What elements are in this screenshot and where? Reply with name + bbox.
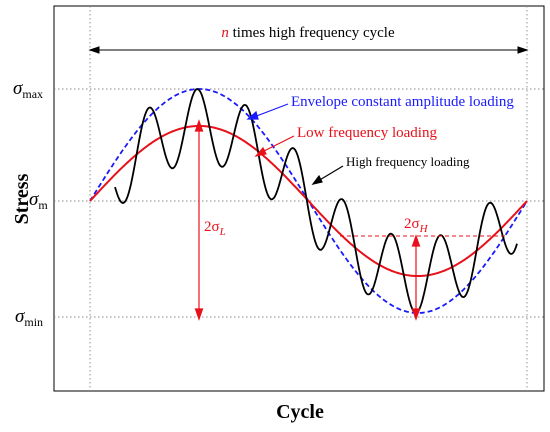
period-title: n times high frequency cycle	[221, 25, 395, 41]
sigma-H-arrow-top-head	[411, 234, 421, 247]
high-frequency-leader-head	[311, 174, 323, 185]
period-arrow-right-head	[517, 46, 529, 54]
sigma-H-arrow	[411, 234, 421, 321]
sigma-L-arrow-bottom-head	[194, 308, 204, 321]
low-frequency-curve	[89, 125, 528, 277]
envelope-leader-head	[246, 110, 259, 120]
high-frequency-label: High frequency loading	[346, 154, 470, 169]
period-arrow-left-head	[88, 46, 100, 54]
high-frequency-curve	[114, 88, 518, 314]
period-title-n: n	[221, 25, 229, 41]
low-frequency-leader	[254, 135, 295, 157]
y-axis-label: Stress	[11, 173, 33, 224]
sigma-L-arrow-top-head	[194, 119, 204, 132]
sigma-H-arrow-bottom-head	[411, 308, 421, 321]
sigma-H-label: 2σH	[404, 216, 429, 235]
y-tick-sigma-max: σmax	[13, 78, 43, 101]
period-arrow	[88, 46, 529, 54]
low-frequency-label: Low frequency loading	[297, 125, 437, 141]
guide-lines	[54, 6, 544, 391]
sigma-L-label: 2σL	[204, 219, 226, 238]
envelope-leader	[246, 103, 289, 120]
plot-frame	[53, 5, 545, 392]
y-tick-sigma-m: σm	[29, 189, 48, 212]
x-axis-label: Cycle	[276, 401, 324, 423]
high-frequency-leader	[311, 165, 344, 185]
envelope-label: Envelope constant amplitude loading	[291, 94, 514, 110]
low-frequency-leader-head	[254, 146, 267, 157]
period-title-text: times high frequency cycle	[229, 25, 395, 41]
y-tick-sigma-min: σmin	[15, 306, 43, 329]
sigma-L-arrow	[194, 119, 204, 321]
